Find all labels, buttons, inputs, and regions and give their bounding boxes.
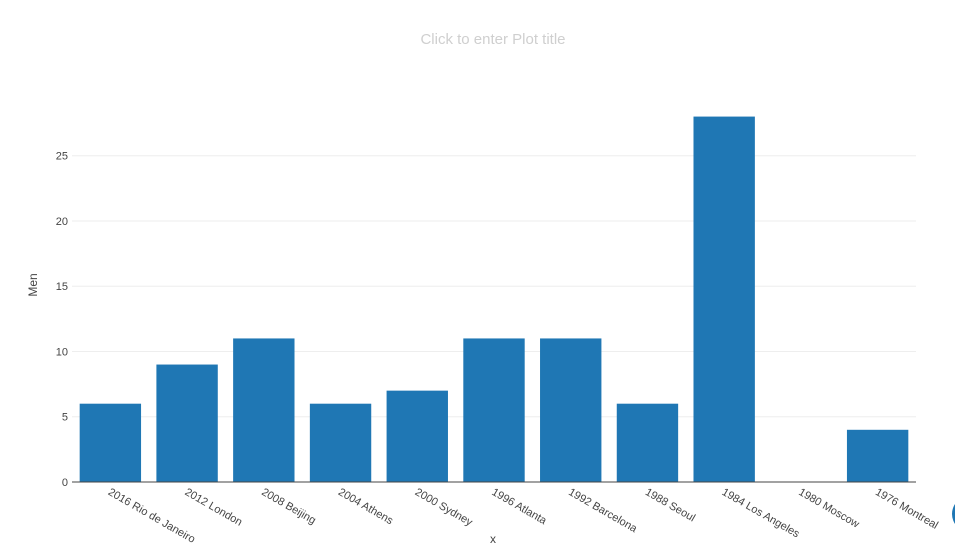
y-tick-label: 5 [62, 412, 68, 424]
y-tick-label: 25 [56, 151, 68, 163]
bar[interactable] [156, 364, 218, 482]
y-axis-title[interactable]: Men [26, 273, 40, 296]
x-tick-label: 2012 London [183, 486, 245, 529]
y-tick-label: 20 [56, 216, 68, 228]
y-tick-label: 0 [62, 477, 68, 489]
bar[interactable] [79, 403, 142, 482]
y-gridlines [72, 155, 916, 418]
side-widget-button[interactable] [952, 496, 955, 532]
x-tick-label: 1976 Montreal [873, 486, 940, 532]
bar[interactable] [540, 338, 602, 482]
y-tick-label: 10 [56, 346, 68, 358]
x-tick-label: 1984 Los Angeles [720, 486, 802, 540]
x-tick-label: 1980 Moscow [796, 486, 861, 530]
x-tick-label: 2008 Beijing [259, 486, 317, 527]
bar[interactable] [386, 390, 448, 482]
x-tick-label: 2004 Athens [336, 486, 395, 527]
x-tick-label: 1988 Seoul [643, 486, 697, 524]
x-tick-label: 2000 Sydney [413, 486, 475, 529]
bar[interactable] [233, 338, 295, 482]
y-axis-ticks: 0 5 10 15 20 25 [56, 151, 68, 489]
bar[interactable] [846, 429, 909, 482]
bar-series [79, 116, 909, 483]
y-tick-label: 15 [56, 281, 68, 293]
x-tick-label: 1996 Atlanta [490, 486, 550, 527]
x-tick-label: 1992 Barcelona [566, 486, 639, 535]
plot-title-placeholder[interactable]: Click to enter Plot title [420, 31, 565, 48]
bar[interactable] [616, 403, 679, 482]
bar[interactable] [693, 116, 755, 483]
bar[interactable] [309, 403, 372, 482]
x-axis-title[interactable]: x [490, 532, 496, 546]
bar[interactable] [463, 338, 525, 482]
